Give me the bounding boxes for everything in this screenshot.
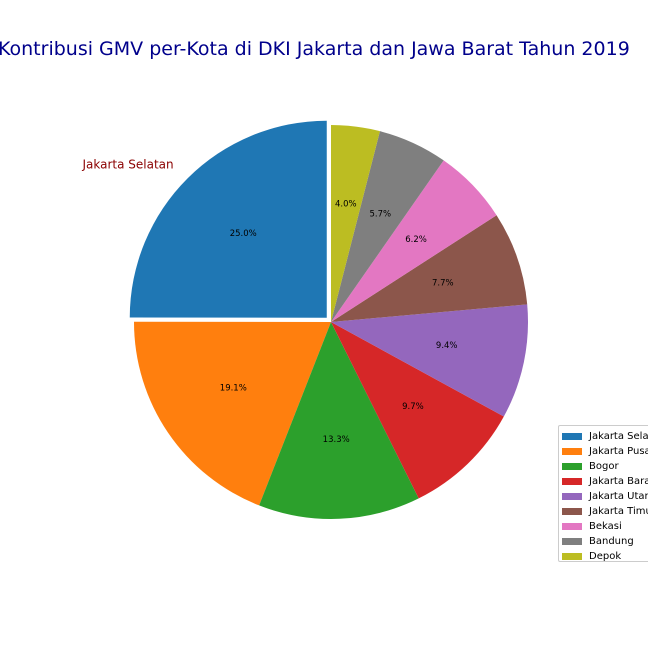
legend-item-jakarta-pusat: Jakarta Pusat: [562, 444, 648, 459]
legend-swatch: [562, 523, 582, 530]
legend-label: Jakarta Pusat: [589, 446, 648, 457]
pie-slice-jakarta-timur: [331, 215, 528, 322]
legend-swatch: [562, 448, 582, 455]
legend-item-jakarta-utara: Jakarta Utara: [562, 489, 648, 504]
legend-swatch: [562, 493, 582, 500]
legend-item-jakarta-timur: Jakarta Timur: [562, 504, 648, 519]
pie-pct-label-bekasi: 6.2%: [405, 235, 427, 245]
legend-item-jakarta-selatan: Jakarta Selatan: [562, 429, 648, 444]
legend-swatch: [562, 553, 582, 560]
pie-slice-bandung: [331, 131, 444, 322]
legend-label: Bekasi: [589, 521, 622, 532]
pie-pct-label-depok: 4.0%: [335, 200, 357, 210]
legend-label: Jakarta Timur: [589, 506, 648, 517]
legend-item-depok: Depok: [562, 549, 648, 564]
legend-swatch: [562, 478, 582, 485]
legend-label: Bogor: [589, 461, 619, 472]
legend-item-jakarta-barat: Jakarta Barat: [562, 474, 648, 489]
legend-label: Jakarta Utara: [589, 491, 648, 502]
legend-item-bogor: Bogor: [562, 459, 648, 474]
pie-pct-label-jakarta-utara: 9.4%: [436, 341, 458, 351]
legend-swatch: [562, 463, 582, 470]
legend-label: Jakarta Selatan: [589, 431, 648, 442]
pie-pct-label-jakarta-barat: 9.7%: [402, 402, 424, 412]
pie-slice-jakarta-utara: [331, 304, 528, 417]
pie-pct-label-jakarta-pusat: 19.1%: [220, 384, 247, 394]
legend-label: Jakarta Barat: [589, 476, 648, 487]
pie-outer-label-jakarta-selatan: Jakarta Selatan: [81, 157, 173, 171]
legend-swatch: [562, 433, 582, 440]
pie-pct-label-jakarta-timur: 7.7%: [432, 279, 454, 289]
legend-item-bekasi: Bekasi: [562, 519, 648, 534]
legend-label: Depok: [589, 551, 622, 562]
pie-pct-label-bogor: 13.3%: [323, 435, 350, 445]
pie-slice-jakarta-selatan: [129, 120, 327, 318]
legend-item-bandung: Bandung: [562, 534, 648, 549]
pie-slice-jakarta-barat: [331, 322, 504, 499]
pie-pct-label-jakarta-selatan: 25.0%: [230, 229, 257, 239]
pie-slice-depok: [331, 125, 380, 322]
legend-swatch: [562, 508, 582, 515]
legend-swatch: [562, 538, 582, 545]
chart-title: Kontribusi GMV per-Kota di DKI Jakarta d…: [0, 38, 630, 60]
pie-slice-jakarta-pusat: [134, 321, 331, 506]
pie-slice-bekasi: [331, 160, 497, 322]
pie-slice-bogor: [259, 322, 419, 519]
legend: Jakarta Selatan Jakarta Pusat Bogor Jakarta…: [558, 425, 648, 562]
legend-label: Bandung: [589, 536, 634, 547]
pie-pct-label-bandung: 5.7%: [369, 210, 391, 220]
